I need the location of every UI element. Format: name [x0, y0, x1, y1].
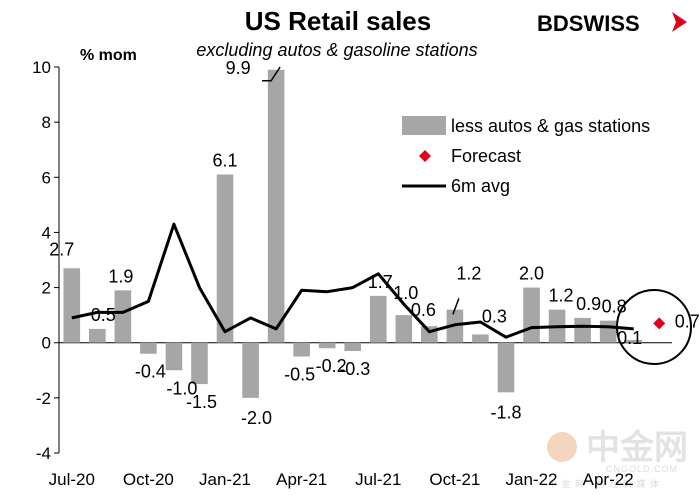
data-label: -2.0: [241, 408, 272, 428]
axes: -4 -2 0 2 4 6 8 10 Jul-20 Oct-20 Jan-21 Apr-21 Jul-2…: [32, 58, 672, 489]
x-tick-label: Jan-21: [199, 470, 251, 489]
y-tick-label: 10: [32, 58, 51, 77]
y-tick-label: 2: [42, 279, 51, 298]
data-label: -0.4: [135, 362, 166, 382]
data-label: 0.6: [411, 300, 436, 320]
data-label: 9.9: [226, 58, 251, 78]
brand-name: BDSWISS: [537, 11, 640, 36]
bar: [574, 317, 591, 343]
legend-label-bars: less autos & gas stations: [451, 116, 650, 136]
leader-line: [452, 298, 460, 315]
forecast-series: [616, 289, 692, 365]
data-label: -1.8: [490, 402, 521, 422]
legend-label-line: 6m avg: [451, 176, 510, 196]
brand-logo: BDSWISS: [537, 11, 687, 36]
legend: less autos & gas stations Forecast 6m avg: [402, 116, 650, 196]
bar: [318, 342, 336, 349]
bar: [165, 342, 183, 371]
y-tick-label: -4: [36, 444, 51, 463]
data-label: 1.9: [108, 266, 133, 286]
watermark-sub: CNGOLD.COM: [606, 464, 678, 474]
x-tick-label: Jul-21: [355, 470, 401, 489]
bar: [472, 334, 489, 343]
y-tick-label: 0: [42, 334, 51, 353]
data-label: 6.1: [213, 151, 238, 171]
y-tick-label: 4: [42, 223, 51, 242]
data-label: 1.2: [549, 286, 574, 306]
data-label: -0.3: [339, 359, 370, 379]
data-label: -1.0: [166, 378, 197, 398]
bar: [599, 320, 617, 343]
bar: [369, 295, 387, 343]
brand-arrow-icon: [672, 12, 687, 32]
legend-swatch-forecast: [419, 150, 431, 162]
bar: [140, 342, 157, 354]
x-tick-label: Jul-20: [49, 470, 95, 489]
data-labels: 2.70.51.9-0.4-1.0-1.56.1-2.09.9-0.5 -0.2-…: [49, 58, 699, 428]
bar: [191, 342, 208, 385]
forecast-marker: [653, 317, 666, 330]
x-tick-label: Oct-21: [429, 470, 480, 489]
watermark: 中金网 CNGOLD.COM 中 金 网 · 财 经 新 媒 体: [547, 428, 688, 489]
avg-line-series: [71, 222, 634, 339]
bar: [114, 290, 132, 343]
data-label: 0.9: [576, 294, 601, 314]
y-axis-unit: % mom: [80, 47, 137, 64]
chart-title: US Retail sales: [245, 6, 431, 36]
bars-series: [63, 69, 642, 398]
data-label: 0.1: [617, 328, 642, 348]
x-tick-label: Apr-21: [276, 470, 327, 489]
data-label: -0.2: [316, 356, 347, 376]
y-tick-label: 6: [42, 168, 51, 187]
bar: [216, 174, 234, 343]
leader-line: [262, 66, 281, 82]
y-tick-label: -2: [36, 389, 51, 408]
data-label: -1.5: [186, 392, 217, 412]
x-tick-label: Jan-22: [506, 470, 558, 489]
legend-swatch-bars: [402, 116, 446, 135]
bar: [625, 339, 642, 343]
data-label: 1.0: [393, 283, 418, 303]
bar: [242, 342, 259, 398]
watermark-sub2: 中 金 网 · 财 经 新 媒 体: [548, 478, 660, 489]
data-label: -0.5: [284, 365, 315, 385]
bar: [89, 328, 106, 343]
y-tick-label: 8: [42, 113, 51, 132]
bar: [497, 342, 515, 393]
bar: [267, 69, 285, 343]
chart-subtitle: excluding autos & gasoline stations: [196, 40, 477, 60]
data-label: 0.5: [91, 305, 116, 325]
forecast-highlight-circle: [616, 289, 692, 365]
bar: [395, 315, 413, 343]
data-label: 1.2: [456, 264, 481, 284]
legend-label-forecast: Forecast: [451, 146, 521, 166]
data-label: 2.7: [49, 239, 74, 259]
bar: [63, 268, 81, 343]
watermark-logo-icon: [547, 432, 577, 462]
x-tick-label: Oct-20: [123, 470, 174, 489]
bar: [344, 342, 362, 351]
bar: [523, 287, 540, 343]
x-tick-label: Apr-22: [583, 470, 634, 489]
data-label: 1.7: [368, 272, 393, 292]
data-label: 0.8: [602, 297, 627, 317]
watermark-main: 中金网: [586, 428, 688, 467]
data-label: 2.0: [519, 264, 544, 284]
data-label: 0.7: [675, 311, 700, 331]
bar: [293, 342, 310, 357]
data-label: 0.3: [482, 306, 507, 326]
avg-line: [71, 222, 634, 339]
